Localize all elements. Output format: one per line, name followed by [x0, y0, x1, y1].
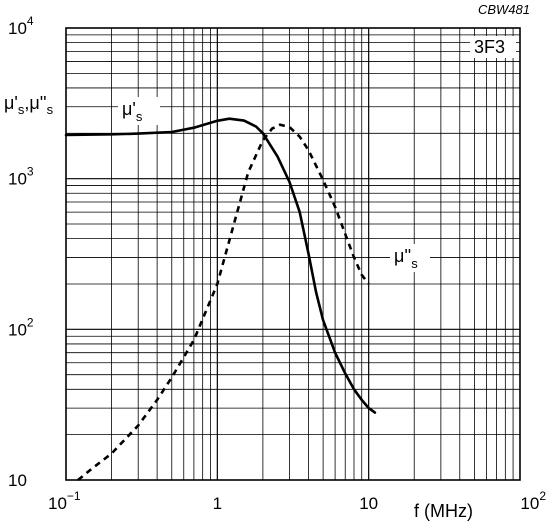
series-label-mu-prime: μ's [122, 99, 143, 124]
y-tick-label: 102 [8, 315, 34, 339]
x-axis-label: f (MHz) [414, 501, 473, 521]
x-tick-labels: 10−1 1 10 102 [48, 489, 546, 513]
y-tick-labels: 104 103 102 10 [8, 14, 34, 490]
y-axis-label: μ's,μ''s [4, 93, 54, 117]
y-tick-label: 104 [8, 14, 34, 38]
x-tick-label: 1 [213, 494, 222, 513]
series-label-mu-dprime: μ''s [394, 246, 418, 271]
y-axis-label-sub-1: s [18, 102, 25, 117]
series-line-mu-dprime [77, 123, 370, 482]
y-axis-label-sep: , [24, 93, 29, 113]
material-label-box [470, 36, 516, 58]
figure-code: CBW481 [478, 2, 530, 17]
x-tick-label: 10−1 [48, 489, 81, 513]
y-tick-label: 103 [8, 165, 34, 189]
series-group [64, 117, 377, 482]
y-axis-label-mu-dprime: μ'' [29, 93, 46, 113]
chart-grid [66, 28, 520, 480]
series-label-bg-mu-prime [118, 97, 160, 125]
x-tick-label: 102 [520, 489, 546, 513]
y-axis-label-mu-prime: μ' [4, 93, 18, 113]
y-axis-label-sub-2: s [47, 102, 54, 117]
series-line-mu-prime [64, 117, 377, 414]
y-tick-label: 10 [8, 471, 27, 490]
x-tick-label: 10 [359, 494, 378, 513]
plot-frame [65, 27, 521, 481]
material-label: 3F3 [474, 37, 505, 57]
series-label-bg-mu-dprime [390, 244, 430, 272]
